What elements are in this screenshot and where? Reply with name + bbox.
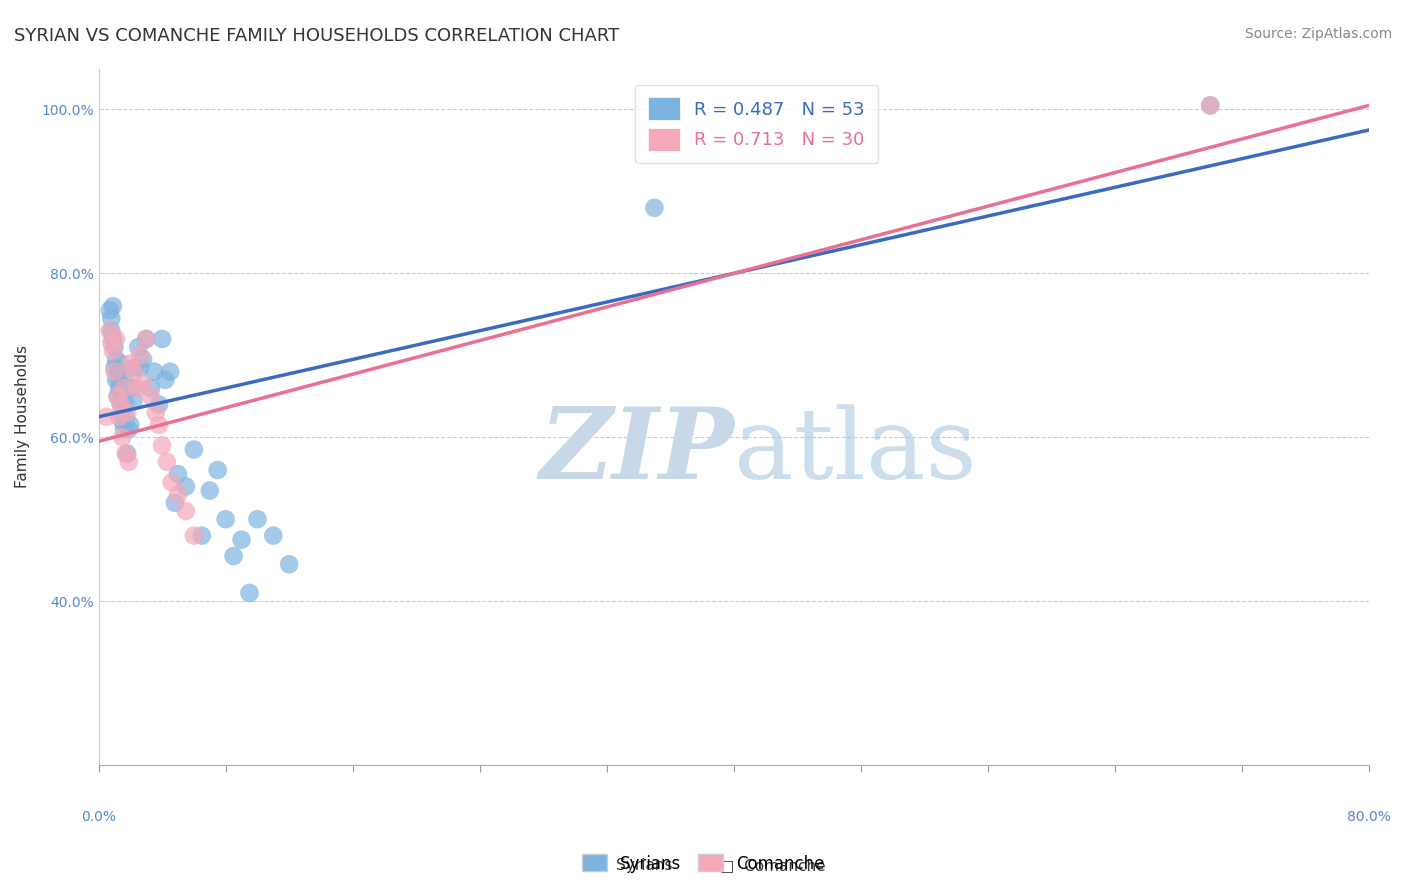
Text: atlas: atlas bbox=[734, 404, 977, 500]
Comanche bbox=[98, 324, 121, 338]
Syrians bbox=[105, 373, 128, 387]
Syrians bbox=[159, 365, 181, 379]
Syrians bbox=[122, 393, 145, 408]
Syrians bbox=[643, 201, 665, 215]
Syrians bbox=[110, 397, 132, 411]
Comanche bbox=[125, 381, 148, 395]
Comanche bbox=[122, 365, 145, 379]
Syrians bbox=[207, 463, 229, 477]
Syrians bbox=[246, 512, 269, 526]
Syrians bbox=[112, 373, 135, 387]
Comanche bbox=[110, 397, 132, 411]
Text: 0.0%: 0.0% bbox=[82, 810, 117, 824]
Comanche bbox=[148, 417, 170, 432]
Syrians bbox=[111, 414, 134, 428]
Legend: R = 0.487   N = 53, R = 0.713   N = 30: R = 0.487 N = 53, R = 0.713 N = 30 bbox=[636, 85, 877, 163]
Comanche bbox=[174, 504, 197, 518]
Text: Source: ZipAtlas.com: Source: ZipAtlas.com bbox=[1244, 27, 1392, 41]
Text: ZIP: ZIP bbox=[538, 403, 734, 500]
Syrians bbox=[262, 528, 284, 542]
Comanche bbox=[115, 406, 138, 420]
Comanche bbox=[111, 430, 134, 444]
Syrians bbox=[174, 479, 197, 493]
Syrians bbox=[155, 373, 177, 387]
Syrians bbox=[278, 558, 301, 572]
Syrians bbox=[198, 483, 221, 498]
Syrians bbox=[120, 417, 142, 432]
Comanche bbox=[114, 447, 136, 461]
Comanche bbox=[105, 332, 128, 346]
Comanche bbox=[107, 389, 129, 403]
Syrians bbox=[183, 442, 205, 457]
Syrians bbox=[101, 299, 124, 313]
Syrians bbox=[1199, 98, 1222, 112]
Syrians bbox=[222, 549, 245, 563]
Syrians bbox=[114, 397, 136, 411]
Comanche bbox=[145, 406, 167, 420]
Text: SYRIAN VS COMANCHE FAMILY HOUSEHOLDS CORRELATION CHART: SYRIAN VS COMANCHE FAMILY HOUSEHOLDS COR… bbox=[14, 27, 619, 45]
Syrians bbox=[115, 447, 138, 461]
Legend: Syrians, Comanche: Syrians, Comanche bbox=[575, 847, 831, 880]
Y-axis label: Family Households: Family Households bbox=[15, 345, 30, 488]
Comanche bbox=[103, 365, 125, 379]
Syrians bbox=[127, 340, 149, 354]
Syrians bbox=[103, 340, 125, 354]
Syrians bbox=[214, 512, 236, 526]
Syrians bbox=[148, 397, 170, 411]
Comanche bbox=[150, 438, 173, 452]
Syrians bbox=[132, 352, 155, 367]
Syrians bbox=[231, 533, 253, 547]
Syrians bbox=[111, 389, 134, 403]
Syrians bbox=[108, 373, 131, 387]
Syrians bbox=[143, 365, 166, 379]
Syrians bbox=[139, 381, 162, 395]
Syrians bbox=[100, 324, 122, 338]
Comanche bbox=[118, 455, 141, 469]
Comanche bbox=[100, 336, 122, 351]
Comanche bbox=[183, 528, 205, 542]
Comanche bbox=[120, 357, 142, 371]
Comanche bbox=[135, 332, 157, 346]
Comanche bbox=[167, 488, 190, 502]
Text: □  Syrians: □ Syrians bbox=[592, 858, 673, 872]
Syrians bbox=[121, 381, 143, 395]
Syrians bbox=[150, 332, 173, 346]
Comanche bbox=[108, 409, 131, 424]
Syrians bbox=[100, 311, 122, 326]
Syrians bbox=[98, 303, 121, 318]
Syrians bbox=[118, 422, 141, 436]
Syrians bbox=[103, 360, 125, 375]
Syrians bbox=[163, 496, 186, 510]
Comanche bbox=[160, 475, 183, 490]
Syrians bbox=[191, 528, 214, 542]
Syrians bbox=[167, 467, 190, 482]
Comanche bbox=[128, 348, 150, 362]
Text: □  Comanche: □ Comanche bbox=[720, 858, 827, 872]
Syrians bbox=[238, 586, 260, 600]
Syrians bbox=[124, 360, 146, 375]
Comanche bbox=[112, 381, 135, 395]
Syrians bbox=[107, 389, 129, 403]
Syrians bbox=[128, 360, 150, 375]
Syrians bbox=[135, 332, 157, 346]
Syrians bbox=[108, 381, 131, 395]
Comanche bbox=[132, 376, 155, 391]
Syrians bbox=[101, 332, 124, 346]
Syrians bbox=[110, 357, 132, 371]
Text: 80.0%: 80.0% bbox=[1347, 810, 1391, 824]
Syrians bbox=[112, 422, 135, 436]
Comanche bbox=[1199, 98, 1222, 112]
Comanche bbox=[139, 389, 162, 403]
Comanche bbox=[156, 455, 179, 469]
Syrians bbox=[107, 365, 129, 379]
Comanche bbox=[96, 409, 118, 424]
Syrians bbox=[114, 409, 136, 424]
Comanche bbox=[101, 344, 124, 359]
Syrians bbox=[105, 352, 128, 367]
